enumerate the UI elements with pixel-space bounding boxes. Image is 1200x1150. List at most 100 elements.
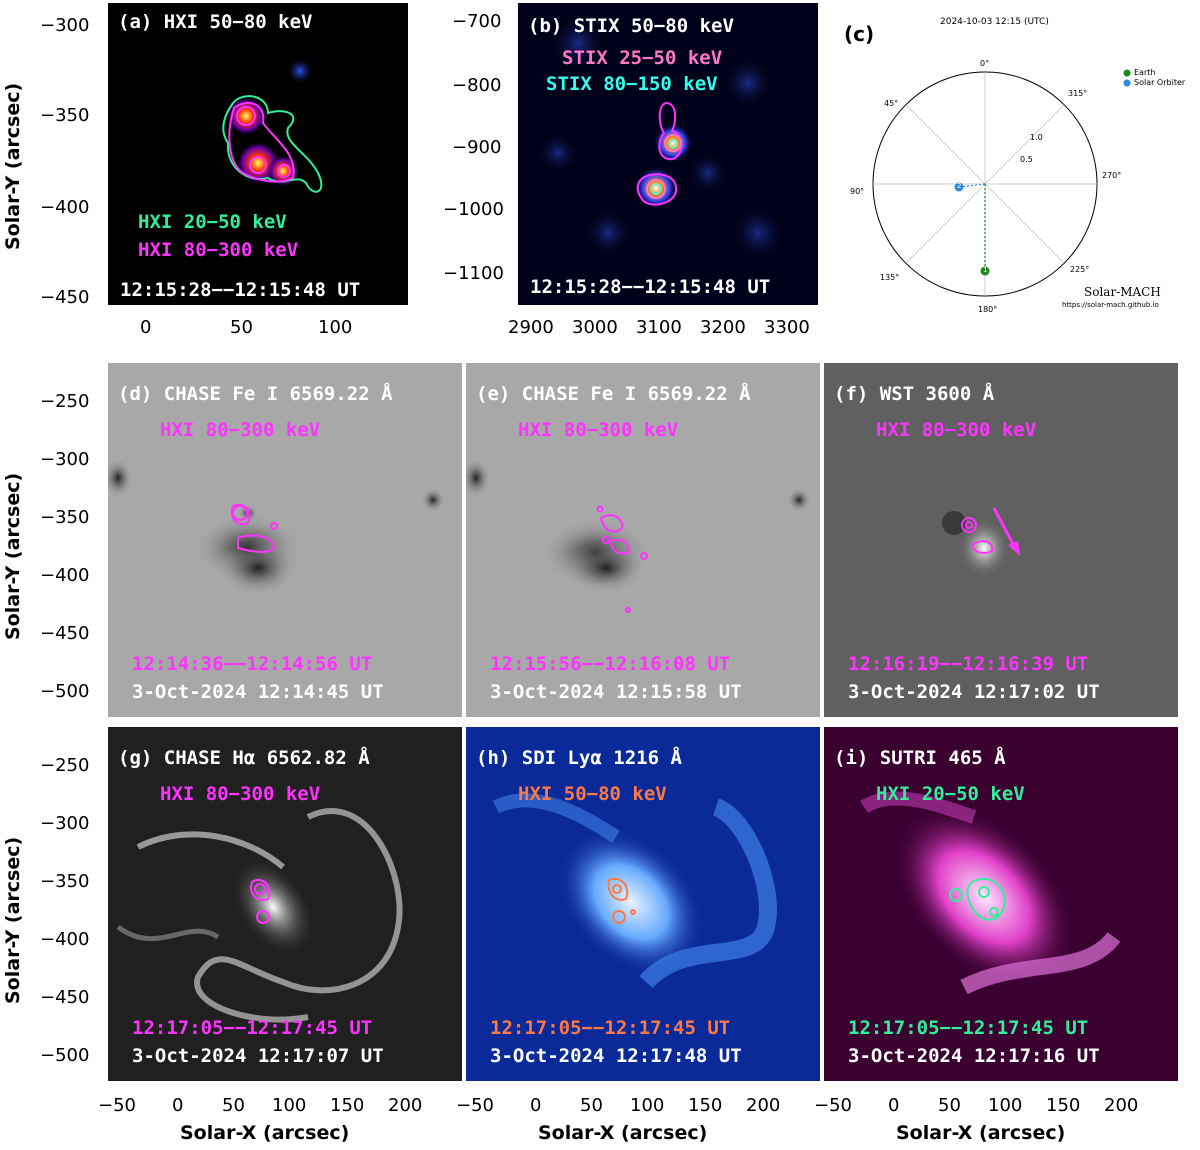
a-ytick: −300 <box>40 15 90 36</box>
panel-a-title: (a) HXI 50−80 keV <box>118 11 313 33</box>
mach-angle: 225° <box>1070 265 1090 274</box>
a-ytick: −450 <box>40 287 90 308</box>
panel-f-wst-image: (f) WST 3600 Å HXI 80−300 keV 12:16:19−−… <box>824 363 1178 717</box>
panel-a-time: 12:15:28−−12:15:48 UT <box>120 279 361 301</box>
b-ytick: −700 <box>452 11 502 32</box>
panel-f-date: 3-Oct-2024 12:17:02 UT <box>848 681 1100 703</box>
panel-a-hxi-image: (a) HXI 50−80 keV HXI 20−50 keV HXI 80−3… <box>108 3 408 305</box>
h-xtick: 150 <box>688 1095 723 1116</box>
mach-url: https://solar-mach.github.io <box>1062 301 1159 309</box>
h-xtick: 100 <box>630 1095 665 1116</box>
panel-g-halpha-image: (g) CHASE Hα 6562.82 Å HXI 80−300 keV 12… <box>108 727 462 1081</box>
g-xtick: 0 <box>172 1095 184 1116</box>
mach-angle: 315° <box>1068 89 1088 98</box>
b-ytick: −1000 <box>443 199 504 220</box>
panel-h-title: (h) SDI Lyα 1216 Å <box>476 747 682 769</box>
panel-d-fe-image: (d) CHASE Fe I 6569.22 Å HXI 80−300 keV … <box>108 363 462 717</box>
panel-h-date: 3-Oct-2024 12:17:48 UT <box>490 1045 742 1067</box>
h-xlabel: Solar-X (arcsec) <box>538 1122 708 1144</box>
d-ylabel: Solar-Y (arcsec) <box>2 472 24 640</box>
b-xtick: 3100 <box>636 317 682 338</box>
d-ytick: −300 <box>40 449 90 470</box>
i-xlabel: Solar-X (arcsec) <box>896 1122 1066 1144</box>
g-xtick: 50 <box>222 1095 245 1116</box>
g-xtick: 200 <box>388 1095 423 1116</box>
panel-a-legend-magenta: HXI 80−300 keV <box>138 239 299 261</box>
panel-e-fe-image: (e) CHASE Fe I 6569.22 Å HXI 80−300 keV … <box>466 363 820 717</box>
h-xtick: 50 <box>580 1095 603 1116</box>
panel-d-date: 3-Oct-2024 12:14:45 UT <box>132 681 384 703</box>
panel-h-lya-image: (h) SDI Lyα 1216 Å HXI 50−80 keV 12:17:0… <box>466 727 820 1081</box>
g-ytick: −300 <box>40 813 90 834</box>
mach-angle: 0° <box>980 59 990 68</box>
panel-b-legend-cyan: STIX 80−150 keV <box>546 73 718 95</box>
panel-e-title: (e) CHASE Fe I 6569.22 Å <box>476 383 751 405</box>
i-xtick: 200 <box>1104 1095 1139 1116</box>
panel-c-header: 2024-10-03 12:15 (UTC) <box>940 17 1049 27</box>
panel-c-label: (c) <box>844 22 875 46</box>
panel-g-title: (g) CHASE Hα 6562.82 Å <box>118 747 370 769</box>
d-ytick: −400 <box>40 565 90 586</box>
d-ytick: −350 <box>40 507 90 528</box>
mach-brand: Solar-MACH <box>1084 285 1161 299</box>
g-xtick: 150 <box>330 1095 365 1116</box>
panel-e-time: 12:15:56−−12:16:08 UT <box>490 653 731 675</box>
panel-g-time: 12:17:05−−12:17:45 UT <box>132 1017 373 1039</box>
panel-h-band: HXI 50−80 keV <box>518 783 667 805</box>
b-ytick: −1100 <box>443 263 504 284</box>
b-xtick: 2900 <box>508 317 554 338</box>
mach-orbiter-num: 2 <box>957 182 962 190</box>
mach-radius: 1.0 <box>1030 133 1043 142</box>
mach-angle: 180° <box>978 305 998 314</box>
b-ytick: −800 <box>452 75 502 96</box>
h-xtick: 200 <box>746 1095 781 1116</box>
mach-legend-orbiter: Solar Orbiter <box>1134 78 1186 87</box>
b-ytick: −900 <box>452 137 502 158</box>
panel-g-band: HXI 80−300 keV <box>160 783 321 805</box>
g-ytick: −450 <box>40 987 90 1008</box>
g-ytick: −250 <box>40 755 90 776</box>
g-ylabel: Solar-Y (arcsec) <box>2 836 24 1004</box>
i-xtick: 50 <box>938 1095 961 1116</box>
panel-e-date: 3-Oct-2024 12:15:58 UT <box>490 681 742 703</box>
a-xtick: 0 <box>140 317 152 338</box>
panel-d-time: 12:14:36−−12:14:56 UT <box>132 653 373 675</box>
panel-d-band: HXI 80−300 keV <box>160 419 321 441</box>
g-xtick: −50 <box>98 1095 136 1116</box>
panel-f-title: (f) WST 3600 Å <box>834 383 995 405</box>
b-xtick: 3300 <box>764 317 810 338</box>
mach-angle: 135° <box>880 273 900 282</box>
b-xtick: 3000 <box>572 317 618 338</box>
a-ylabel: Solar-Y (arcsec) <box>2 82 24 250</box>
mach-radius: 0.5 <box>1020 155 1033 164</box>
d-ytick: −250 <box>40 391 90 412</box>
panel-e-band: HXI 80−300 keV <box>518 419 679 441</box>
a-xtick: 100 <box>318 317 353 338</box>
panel-b-time: 12:15:28−−12:15:48 UT <box>530 276 771 298</box>
panel-b-title: (b) STIX 50−80 keV <box>528 15 734 37</box>
panel-b-stix-image: (b) STIX 50−80 keV STIX 25−50 keV STIX 8… <box>518 3 818 305</box>
panel-f-band: HXI 80−300 keV <box>876 419 1037 441</box>
i-xtick: 100 <box>988 1095 1023 1116</box>
i-xtick: 0 <box>888 1095 900 1116</box>
panel-a-legend-green: HXI 20−50 keV <box>138 211 287 233</box>
panel-i-band: HXI 20−50 keV <box>876 783 1025 805</box>
panel-i-title: (i) SUTRI 465 Å <box>834 747 1006 769</box>
g-ytick: −400 <box>40 929 90 950</box>
panel-f-time: 12:16:19−−12:16:39 UT <box>848 653 1089 675</box>
g-xtick: 100 <box>272 1095 307 1116</box>
d-ytick: −500 <box>40 681 90 702</box>
panel-i-time: 12:17:05−−12:17:45 UT <box>848 1017 1089 1039</box>
a-xtick: 50 <box>230 317 253 338</box>
panel-b-legend-pink: STIX 25−50 keV <box>562 47 723 69</box>
g-ytick: −500 <box>40 1045 90 1066</box>
panel-i-date: 3-Oct-2024 12:17:16 UT <box>848 1045 1100 1067</box>
i-xtick: −50 <box>814 1095 852 1116</box>
g-ytick: −350 <box>40 871 90 892</box>
a-ytick: −400 <box>40 197 90 218</box>
a-ytick: −350 <box>40 105 90 126</box>
mach-angle: 90° <box>850 187 865 196</box>
mach-legend-earth: Earth <box>1134 68 1156 77</box>
mach-angle: 45° <box>884 99 899 108</box>
panel-i-sutri-image: (i) SUTRI 465 Å HXI 20−50 keV 12:17:05−−… <box>824 727 1178 1081</box>
